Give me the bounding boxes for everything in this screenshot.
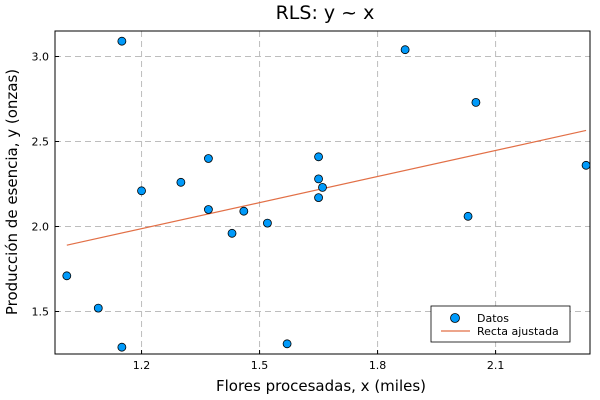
x-axis-title: Flores procesadas, x (miles) [216, 377, 426, 395]
legend: Datos Recta ajustada [430, 305, 571, 343]
data-point [471, 98, 481, 107]
data-point [204, 205, 213, 214]
data-point [314, 174, 323, 184]
data-point [400, 45, 410, 55]
data-point [62, 271, 72, 281]
y-tick-label: 2.5 [32, 136, 50, 149]
data-point [176, 177, 186, 187]
legend-label-datos: Datos [477, 312, 509, 325]
chart-title: RLS: y ~ x [276, 2, 375, 24]
plot-frame [54, 30, 591, 355]
data-point [117, 36, 127, 46]
data-point [93, 303, 103, 313]
legend-box [430, 305, 571, 343]
data-point [314, 152, 323, 162]
grid [55, 31, 590, 354]
data-point [581, 160, 591, 170]
data-point [227, 228, 237, 238]
x-tick-label: 1.2 [133, 359, 151, 372]
x-axis: 1.2 1.5 1.8 2.1 [133, 350, 505, 372]
x-tick-label: 1.5 [251, 359, 269, 372]
data-point [463, 211, 473, 221]
legend-marker-datos [450, 313, 460, 323]
data-point [263, 218, 272, 228]
legend-label-recta: Recta ajustada [477, 325, 559, 338]
data-point [137, 186, 146, 196]
y-tick-label: 3.0 [32, 51, 50, 64]
x-tick-label: 1.8 [369, 359, 387, 372]
data-point [239, 206, 249, 216]
x-tick-label: 2.1 [487, 359, 505, 372]
y-axis: 1.5 2.0 2.5 3.0 [32, 51, 59, 319]
data-point [282, 339, 292, 349]
data-point [318, 182, 327, 192]
data-point [117, 342, 127, 352]
y-axis-title: Producción de esencia, y (onzas) [3, 69, 21, 315]
series-layer [62, 36, 591, 352]
data-point [204, 154, 213, 163]
y-tick-label: 2.0 [32, 221, 50, 234]
data-point [314, 193, 323, 203]
y-tick-label: 1.5 [32, 306, 50, 319]
